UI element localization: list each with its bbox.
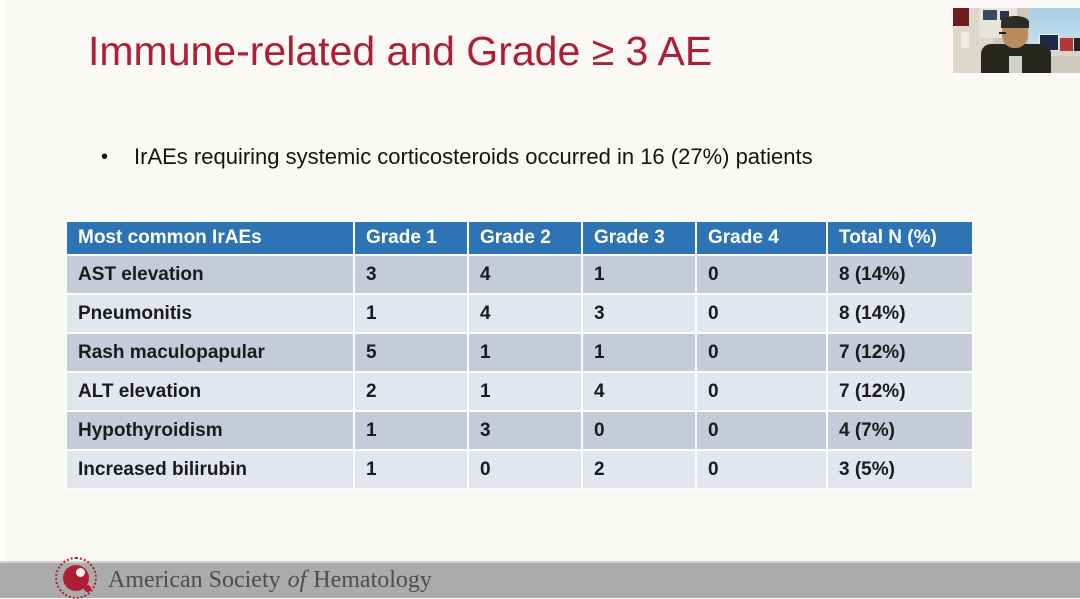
- table-cell: 0: [695, 254, 828, 295]
- webcam-books: [1000, 11, 1009, 20]
- table-cell: 7 (12%): [826, 332, 974, 373]
- table-row: AST elevation 3 4 1 0 8 (14%): [65, 254, 974, 295]
- table-cell: Rash maculopapular: [65, 332, 355, 373]
- presenter-hair: [1001, 16, 1029, 28]
- footer-org-prefix: American Society: [108, 567, 281, 593]
- table-cell: 1: [353, 293, 469, 334]
- table-cell: 3: [353, 254, 469, 295]
- irae-table: Most common IrAEs Grade 1 Grade 2 Grade …: [65, 220, 974, 490]
- table-cell: 1: [353, 410, 469, 451]
- table-cell: 0: [695, 332, 828, 373]
- table-cell: 0: [695, 449, 828, 490]
- table-cell: 4: [467, 293, 583, 334]
- column-header: Grade 3: [581, 220, 697, 256]
- table-row: Increased bilirubin 1 0 2 0 3 (5%): [65, 449, 974, 490]
- table-row: Hypothyroidism 1 3 0 0 4 (7%): [65, 410, 974, 451]
- table-cell: 0: [581, 410, 697, 451]
- table-row: ALT elevation 2 1 4 0 7 (12%): [65, 371, 974, 412]
- table-cell: 3: [581, 293, 697, 334]
- table-cell: 7 (12%): [826, 371, 974, 412]
- webcam-thermostat: [961, 32, 969, 48]
- ash-logo-drop: [84, 585, 91, 592]
- table-cell: 0: [695, 410, 828, 451]
- bullet-text: IrAEs requiring systemic corticosteroids…: [134, 144, 813, 169]
- table-cell: 4: [467, 254, 583, 295]
- table-cell: 4: [581, 371, 697, 412]
- table-cell: 0: [695, 371, 828, 412]
- table-cell: 2: [353, 371, 469, 412]
- ash-logo-icon: [55, 557, 97, 599]
- table-cell: 8 (14%): [826, 293, 974, 334]
- table-cell: 0: [467, 449, 583, 490]
- table-cell: 8 (14%): [826, 254, 974, 295]
- table-header-row: Most common IrAEs Grade 1 Grade 2 Grade …: [65, 220, 974, 256]
- bullet-marker: •: [101, 146, 109, 168]
- footer-org-name: American Society of Hematology: [108, 563, 432, 598]
- table-cell: 1: [467, 371, 583, 412]
- table-cell: 1: [581, 254, 697, 295]
- webcam-books: [983, 10, 997, 20]
- column-header: Total N (%): [826, 220, 974, 256]
- table-cell: Hypothyroidism: [65, 410, 355, 451]
- slide: Immune-related and Grade ≥ 3 AE • IrAEs …: [5, 0, 1080, 563]
- presenter-webcam-video[interactable]: [953, 8, 1080, 73]
- table-cell: 5: [353, 332, 469, 373]
- table-cell: 1: [581, 332, 697, 373]
- footer-org-suffix: Hematology: [313, 567, 432, 593]
- table-cell: 3: [467, 410, 583, 451]
- table-cell: Pneumonitis: [65, 293, 355, 334]
- webcam-red-object: [953, 8, 969, 26]
- footer-org-of: of: [287, 567, 307, 593]
- column-header: Grade 1: [353, 220, 469, 256]
- bullet-item: • IrAEs requiring systemic corticosteroi…: [101, 143, 813, 171]
- table-cell: 1: [353, 449, 469, 490]
- table-cell: 2: [581, 449, 697, 490]
- column-header: Grade 4: [695, 220, 828, 256]
- webcam-picture-frame: [1074, 38, 1080, 52]
- table-cell: AST elevation: [65, 254, 355, 295]
- table-cell: Increased bilirubin: [65, 449, 355, 490]
- table-cell: 0: [695, 293, 828, 334]
- table-cell: 1: [467, 332, 583, 373]
- table-cell: 3 (5%): [826, 449, 974, 490]
- presenter-shirt: [1009, 56, 1022, 73]
- table-row: Rash maculopapular 5 1 1 0 7 (12%): [65, 332, 974, 373]
- webcam-desk: [1029, 51, 1080, 56]
- column-header: Grade 2: [467, 220, 583, 256]
- column-header: Most common IrAEs: [65, 220, 355, 256]
- presenter-headset: [999, 32, 1006, 34]
- table-row: Pneumonitis 1 4 3 0 8 (14%): [65, 293, 974, 334]
- table-cell: ALT elevation: [65, 371, 355, 412]
- table-cell: 4 (7%): [826, 410, 974, 451]
- footer-bar: American Society of Hematology: [0, 557, 1080, 599]
- slide-title: Immune-related and Grade ≥ 3 AE: [88, 28, 713, 74]
